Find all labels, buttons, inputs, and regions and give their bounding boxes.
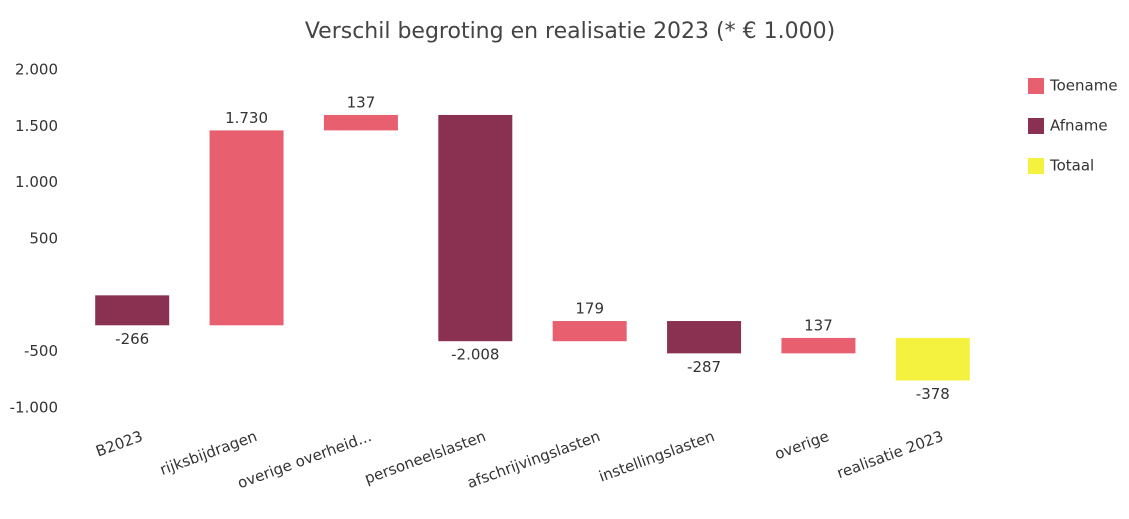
- x-tick-label: realisatie 2023: [834, 427, 945, 482]
- y-tick-label: -500: [24, 342, 58, 360]
- data-label: 179: [575, 300, 604, 318]
- legend-swatch: [1028, 158, 1044, 174]
- legend-swatch: [1028, 78, 1044, 94]
- y-tick-label: 1.000: [15, 173, 58, 191]
- y-tick-label: -1.000: [10, 399, 58, 417]
- data-label: -2.008: [451, 346, 499, 364]
- bar: [667, 321, 742, 354]
- bar: [95, 295, 170, 326]
- data-label: -266: [115, 330, 149, 348]
- legend-swatch: [1028, 118, 1044, 134]
- data-label: -287: [687, 358, 721, 376]
- bar: [209, 130, 284, 326]
- bar: [781, 337, 856, 354]
- y-tick-label: 1.500: [15, 117, 58, 135]
- legend-label: Toename: [1049, 77, 1118, 95]
- data-label: 1.730: [225, 109, 268, 127]
- y-tick-label: 500: [29, 230, 58, 248]
- bar: [552, 321, 627, 342]
- x-tick-label: B2023: [93, 427, 145, 460]
- x-tick-label: instellingslasten: [596, 427, 717, 486]
- bar: [895, 337, 970, 381]
- data-label: 137: [804, 316, 833, 334]
- legend-label: Afname: [1050, 117, 1108, 135]
- bar: [438, 114, 513, 342]
- x-tick-label: overige: [772, 427, 831, 463]
- chart-title: Verschil begroting en realisatie 2023 (*…: [305, 19, 835, 44]
- legend-label: Totaal: [1049, 157, 1094, 175]
- bar: [323, 114, 398, 131]
- data-label: -378: [916, 385, 950, 403]
- y-tick-label: 2.000: [15, 61, 58, 79]
- data-label: 137: [347, 93, 376, 111]
